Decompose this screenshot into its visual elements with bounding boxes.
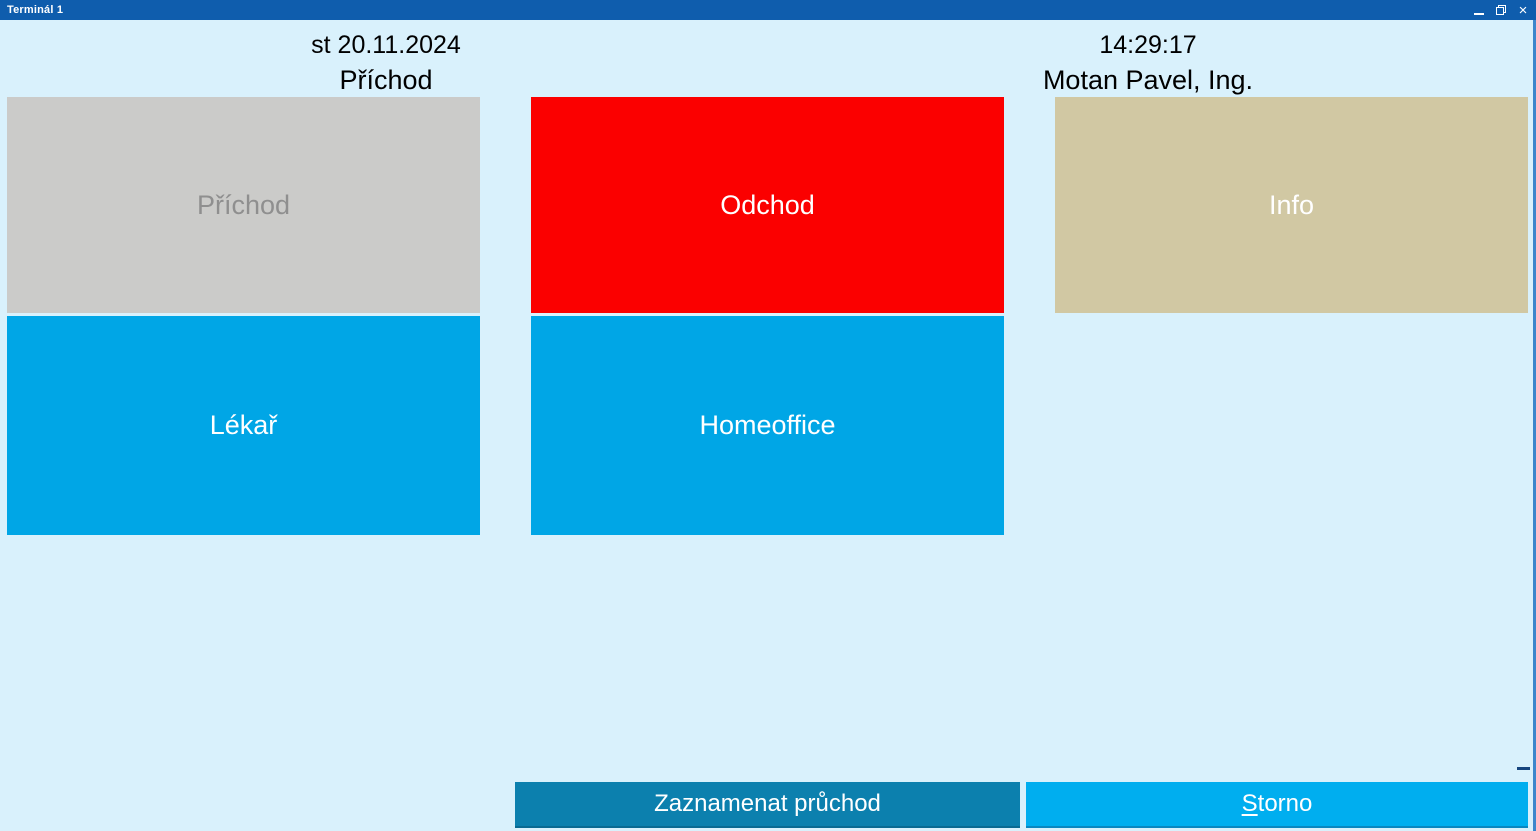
user-name: Motan Pavel, Ing. <box>1042 65 1254 95</box>
window-title: Terminál 1 <box>7 4 64 16</box>
record-passage-label: Zaznamenat průchod <box>654 790 881 817</box>
tile-info-label: Info <box>1268 189 1315 220</box>
window-right-edge <box>1533 20 1536 831</box>
tile-odchod[interactable]: Odchod <box>531 97 1004 313</box>
tile-lekar-label: Lékař <box>209 410 278 440</box>
restore-button[interactable] <box>1490 0 1512 20</box>
tile-homeoffice-label: Homeoffice <box>699 410 836 440</box>
restore-icon <box>1496 5 1506 15</box>
close-icon: × <box>1518 1 1528 19</box>
header-left: st 20.11.2024 Příchod <box>0 28 772 98</box>
cancel-button[interactable]: Storno <box>1026 782 1528 828</box>
tile-prichod[interactable]: Příchod <box>7 97 480 313</box>
header-right: 14:29:17 Motan Pavel, Ing. <box>764 28 1532 98</box>
tile-odchod-label: Odchod <box>720 189 815 220</box>
minimize-icon <box>1474 12 1484 15</box>
tile-prichod-label: Příchod <box>196 189 291 220</box>
selected-mode-label: Příchod <box>339 65 433 95</box>
record-passage-button[interactable]: Zaznamenat průchod <box>515 782 1020 828</box>
title-bar[interactable]: Terminál 1 × <box>0 0 1536 20</box>
minimize-button[interactable] <box>1468 0 1490 20</box>
window-controls: × <box>1468 0 1534 20</box>
tile-homeoffice[interactable]: Homeoffice <box>531 316 1004 535</box>
grip-dash <box>1517 767 1530 770</box>
cancel-label: Storno <box>1241 790 1313 817</box>
tile-lekar[interactable]: Lékař <box>7 316 480 535</box>
current-time: 14:29:17 <box>1099 31 1197 59</box>
close-button[interactable]: × <box>1512 0 1534 20</box>
current-date: st 20.11.2024 <box>311 31 461 59</box>
tile-info[interactable]: Info <box>1055 97 1528 313</box>
